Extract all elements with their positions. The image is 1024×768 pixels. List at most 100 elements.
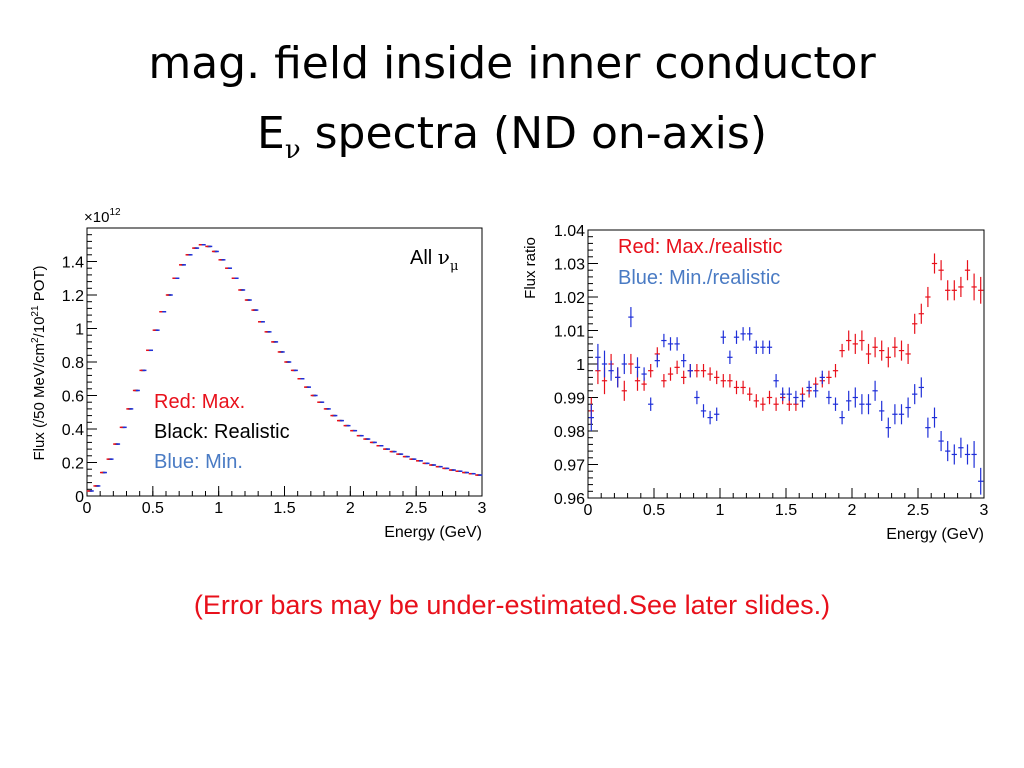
right-point-min-ratio [740,327,746,341]
right-point-min-ratio [648,397,654,411]
right-y-tick-label: 0.98 [554,424,585,441]
right-point-max-ratio [885,347,891,368]
right-legend-red: Red: Max./realistic [618,236,783,258]
right-point-max-ratio [667,367,674,381]
right-point-max-ratio [714,370,720,385]
right-point-min-ratio [799,394,806,408]
right-point-min-ratio [964,444,971,465]
right-point-min-ratio [852,387,858,408]
right-point-min-ratio [819,370,825,385]
right-point-min-ratio [601,350,608,378]
right-point-min-ratio [634,357,641,378]
right-point-max-ratio [925,286,931,308]
right-y-axis-label: Flux ratio [522,237,539,299]
right-x-tick-label: 1.5 [775,502,797,519]
right-point-max-ratio [760,397,766,411]
right-point-min-ratio [905,397,911,418]
right-y-tick-label: 1.01 [554,324,585,341]
right-point-min-ratio [694,390,700,405]
right-point-min-ratio [865,394,872,415]
left-y-multiplier: ×1012 [84,207,121,226]
right-y-tick-label: 1.02 [554,290,585,307]
right-point-min-ratio [898,404,905,425]
right-point-min-ratio [925,417,931,438]
right-point-min-ratio [918,377,924,398]
right-data-marks [588,253,984,495]
right-point-min-ratio [971,441,977,468]
right-point-max-ratio [720,374,726,388]
title-e-symbol: E [257,108,285,159]
right-point-max-ratio [661,374,667,388]
footnote: (Error bars may be under-estimated.See l… [193,590,831,620]
left-x-tick-label: 1.5 [273,500,295,517]
right-point-max-ratio [905,343,911,364]
right-x-tick-label: 2 [848,502,857,519]
right-point-max-ratio [938,260,944,281]
right-x-tick-label: 0.5 [643,502,665,519]
right-point-max-ratio [740,380,746,395]
right-x-axis-label: Energy (GeV) [886,526,984,543]
right-point-max-ratio [931,253,938,274]
right-point-max-ratio [621,380,627,401]
right-point-min-ratio [621,353,627,375]
left-y-tick-label: 0 [75,489,84,506]
right-point-min-ratio [700,404,707,418]
right-point-max-ratio [747,387,753,401]
right-point-max-ratio [727,374,733,388]
right-point-min-ratio [872,380,878,401]
right-point-min-ratio [753,340,759,354]
right-point-min-ratio [885,417,891,438]
right-point-min-ratio [793,390,799,405]
left-y-tick-label: 0.4 [62,422,84,439]
right-point-min-ratio [727,350,733,364]
right-point-min-ratio [938,431,944,452]
left-x-axis-label: Energy (GeV) [384,524,482,541]
right-point-min-ratio [661,333,667,348]
left-y-tick-label: 0.2 [62,456,84,473]
left-legend-blue: Blue: Min. [154,451,243,473]
right-point-min-ratio [760,340,766,354]
right-x-tick-label: 3 [980,502,989,519]
right-point-max-ratio [773,397,779,411]
right-y-tick-label: 1.03 [554,257,585,274]
left-x-tick-label: 2 [346,500,355,517]
right-point-max-ratio [694,364,700,378]
flux-spectrum-chart: 0 0.5 1 1.5 2 2.5 300.20.40.60.811.21.4 ×1012 … [30,207,487,541]
all-numu-annotation: All νμ [410,245,458,274]
right-point-max-ratio [753,394,759,408]
left-y-tick-label: 1 [75,322,84,339]
flux-ratio-chart: 0 0.5 1 1.5 2 2.5 3 0.96 0.97 0.98 0.99 1 1.01 1.02 1.… [522,223,989,543]
right-point-min-ratio [978,467,984,495]
left-x-tick-label: 0.5 [142,500,164,517]
left-x-tick-label: 1 [214,500,223,517]
right-point-min-ratio [931,407,938,428]
left-axes: 0 0.5 1 1.5 2 2.5 3 0 0.2 0.4 0.6 0.8 1 1.2 1.4 [62,227,487,517]
right-point-min-ratio [945,441,951,462]
right-y-tick-label: 0.97 [554,458,585,475]
right-point-min-ratio [766,340,773,354]
right-point-min-ratio [588,404,594,431]
right-point-min-ratio [780,387,786,401]
right-point-min-ratio [654,353,660,368]
right-point-max-ratio [832,364,839,378]
right-point-max-ratio [892,337,898,358]
slide-title-line1: mag. field inside inner conductor [148,38,876,89]
left-legend-black: Black: Realistic [154,421,290,443]
right-point-min-ratio [674,337,680,351]
right-point-min-ratio [958,437,964,458]
left-x-tick-label: 2.5 [405,500,427,517]
right-point-min-ratio [595,343,601,371]
right-point-min-ratio [747,327,753,341]
right-point-min-ratio [813,384,819,398]
right-point-max-ratio [918,303,924,324]
right-point-min-ratio [720,330,726,344]
right-point-max-ratio [964,260,971,281]
left-y-axis-label: Flux (/50 MeV/cm2/1021 POT) [30,265,48,460]
left-y-tick-label: 0.6 [62,389,84,406]
right-point-max-ratio [826,370,832,385]
right-point-max-ratio [872,337,878,358]
title-nu-subscript: ν [284,135,301,165]
left-x-tick-label: 0 [83,500,92,517]
right-y-tick-label: 1 [576,357,585,374]
